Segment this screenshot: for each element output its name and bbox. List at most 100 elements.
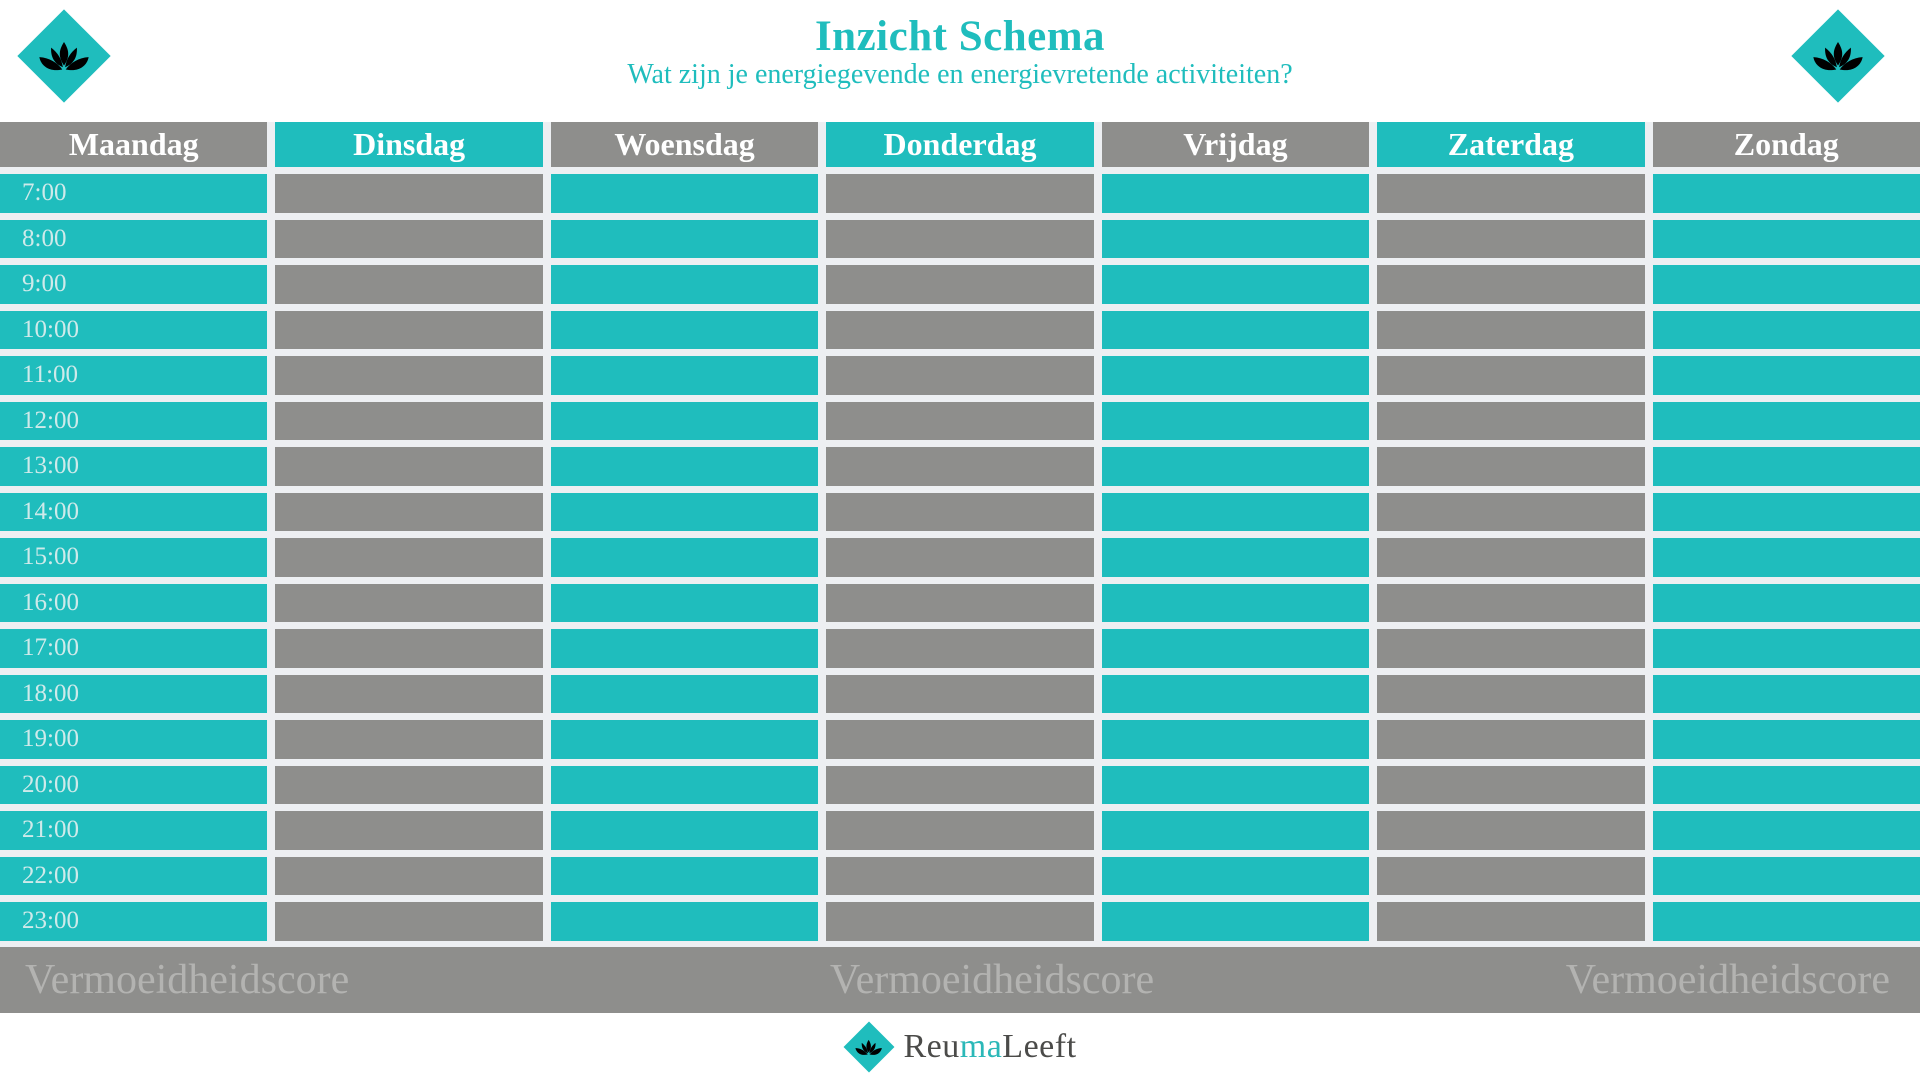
cell-vrijdag-2100[interactable]	[1101, 811, 1370, 850]
cell-dinsdag-900[interactable]	[275, 265, 543, 304]
cell-dinsdag-700[interactable]	[275, 174, 543, 213]
cell-woensdag-2300[interactable]	[550, 902, 819, 941]
cell-vrijdag-1800[interactable]	[1101, 674, 1370, 713]
cell-zaterdag-700[interactable]	[1377, 174, 1645, 213]
cell-woensdag-1000[interactable]	[550, 310, 819, 349]
cell-zondag-1100[interactable]	[1652, 356, 1920, 395]
cell-zaterdag-900[interactable]	[1377, 265, 1645, 304]
cell-zaterdag-2300[interactable]	[1377, 902, 1645, 941]
cell-dinsdag-1900[interactable]	[275, 720, 543, 759]
cell-donderdag-800[interactable]	[826, 219, 1094, 258]
cell-zondag-900[interactable]	[1652, 265, 1920, 304]
cell-zondag-800[interactable]	[1652, 219, 1920, 258]
cell-zaterdag-1700[interactable]	[1377, 629, 1645, 668]
cell-donderdag-1300[interactable]	[826, 447, 1094, 486]
cell-vrijdag-900[interactable]	[1101, 265, 1370, 304]
cell-dinsdag-1200[interactable]	[275, 401, 543, 440]
cell-vrijdag-1500[interactable]	[1101, 538, 1370, 577]
cell-vrijdag-1700[interactable]	[1101, 629, 1370, 668]
cell-dinsdag-1700[interactable]	[275, 629, 543, 668]
cell-woensdag-700[interactable]	[550, 174, 819, 213]
cell-vrijdag-1200[interactable]	[1101, 401, 1370, 440]
cell-woensdag-1600[interactable]	[550, 583, 819, 622]
cell-woensdag-900[interactable]	[550, 265, 819, 304]
cell-zondag-1700[interactable]	[1652, 629, 1920, 668]
cell-donderdag-1100[interactable]	[826, 356, 1094, 395]
cell-vrijdag-1600[interactable]	[1101, 583, 1370, 622]
cell-zaterdag-1200[interactable]	[1377, 401, 1645, 440]
cell-donderdag-2200[interactable]	[826, 856, 1094, 895]
cell-vrijdag-1900[interactable]	[1101, 720, 1370, 759]
cell-zaterdag-1100[interactable]	[1377, 356, 1645, 395]
cell-zaterdag-800[interactable]	[1377, 219, 1645, 258]
cell-woensdag-2000[interactable]	[550, 765, 819, 804]
cell-zaterdag-2200[interactable]	[1377, 856, 1645, 895]
cell-woensdag-1300[interactable]	[550, 447, 819, 486]
cell-dinsdag-1100[interactable]	[275, 356, 543, 395]
cell-donderdag-2000[interactable]	[826, 765, 1094, 804]
cell-zondag-1900[interactable]	[1652, 720, 1920, 759]
cell-donderdag-1200[interactable]	[826, 401, 1094, 440]
cell-woensdag-1800[interactable]	[550, 674, 819, 713]
cell-donderdag-2300[interactable]	[826, 902, 1094, 941]
cell-zondag-2300[interactable]	[1652, 902, 1920, 941]
cell-woensdag-1400[interactable]	[550, 492, 819, 531]
cell-donderdag-1900[interactable]	[826, 720, 1094, 759]
cell-zondag-1400[interactable]	[1652, 492, 1920, 531]
cell-woensdag-1700[interactable]	[550, 629, 819, 668]
cell-donderdag-1600[interactable]	[826, 583, 1094, 622]
cell-vrijdag-700[interactable]	[1101, 174, 1370, 213]
cell-zondag-1500[interactable]	[1652, 538, 1920, 577]
cell-zaterdag-1500[interactable]	[1377, 538, 1645, 577]
cell-woensdag-2200[interactable]	[550, 856, 819, 895]
cell-zondag-1600[interactable]	[1652, 583, 1920, 622]
cell-vrijdag-2000[interactable]	[1101, 765, 1370, 804]
cell-donderdag-1500[interactable]	[826, 538, 1094, 577]
cell-donderdag-1700[interactable]	[826, 629, 1094, 668]
cell-zondag-2200[interactable]	[1652, 856, 1920, 895]
cell-donderdag-700[interactable]	[826, 174, 1094, 213]
cell-dinsdag-1400[interactable]	[275, 492, 543, 531]
cell-zaterdag-1300[interactable]	[1377, 447, 1645, 486]
cell-zondag-700[interactable]	[1652, 174, 1920, 213]
cell-dinsdag-1800[interactable]	[275, 674, 543, 713]
cell-vrijdag-1000[interactable]	[1101, 310, 1370, 349]
cell-zondag-2000[interactable]	[1652, 765, 1920, 804]
cell-vrijdag-1300[interactable]	[1101, 447, 1370, 486]
cell-vrijdag-2300[interactable]	[1101, 902, 1370, 941]
cell-dinsdag-1300[interactable]	[275, 447, 543, 486]
cell-woensdag-1100[interactable]	[550, 356, 819, 395]
cell-zaterdag-1000[interactable]	[1377, 310, 1645, 349]
cell-zondag-2100[interactable]	[1652, 811, 1920, 850]
cell-dinsdag-1000[interactable]	[275, 310, 543, 349]
cell-donderdag-1400[interactable]	[826, 492, 1094, 531]
cell-dinsdag-800[interactable]	[275, 219, 543, 258]
cell-zaterdag-1600[interactable]	[1377, 583, 1645, 622]
cell-vrijdag-800[interactable]	[1101, 219, 1370, 258]
cell-zondag-1200[interactable]	[1652, 401, 1920, 440]
cell-dinsdag-1500[interactable]	[275, 538, 543, 577]
cell-zaterdag-2100[interactable]	[1377, 811, 1645, 850]
cell-zondag-1000[interactable]	[1652, 310, 1920, 349]
cell-dinsdag-2300[interactable]	[275, 902, 543, 941]
cell-zaterdag-1800[interactable]	[1377, 674, 1645, 713]
cell-dinsdag-2100[interactable]	[275, 811, 543, 850]
cell-vrijdag-2200[interactable]	[1101, 856, 1370, 895]
cell-woensdag-2100[interactable]	[550, 811, 819, 850]
cell-vrijdag-1100[interactable]	[1101, 356, 1370, 395]
cell-donderdag-1000[interactable]	[826, 310, 1094, 349]
cell-woensdag-1500[interactable]	[550, 538, 819, 577]
cell-donderdag-2100[interactable]	[826, 811, 1094, 850]
cell-dinsdag-2200[interactable]	[275, 856, 543, 895]
cell-vrijdag-1400[interactable]	[1101, 492, 1370, 531]
cell-woensdag-1200[interactable]	[550, 401, 819, 440]
cell-dinsdag-1600[interactable]	[275, 583, 543, 622]
cell-zaterdag-1400[interactable]	[1377, 492, 1645, 531]
cell-zaterdag-2000[interactable]	[1377, 765, 1645, 804]
cell-zondag-1300[interactable]	[1652, 447, 1920, 486]
cell-dinsdag-2000[interactable]	[275, 765, 543, 804]
cell-donderdag-900[interactable]	[826, 265, 1094, 304]
cell-zaterdag-1900[interactable]	[1377, 720, 1645, 759]
cell-donderdag-1800[interactable]	[826, 674, 1094, 713]
cell-zondag-1800[interactable]	[1652, 674, 1920, 713]
